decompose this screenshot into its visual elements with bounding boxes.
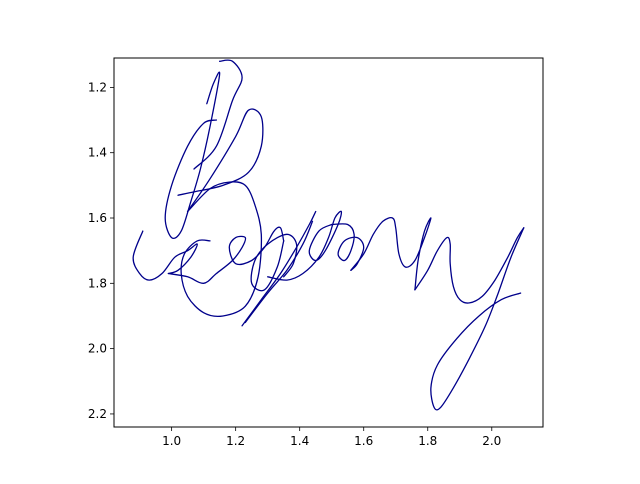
- y-tick-label: 1.8: [88, 276, 107, 290]
- stroke-line-3: [180, 181, 263, 318]
- y-tick-label: 1.4: [88, 146, 107, 160]
- x-axis-ticks: 1.0 1.2 1.4 1.6 1.8 2.0: [162, 427, 501, 448]
- y-tick-label: 2.2: [88, 407, 107, 421]
- x-tick-label: 1.0: [162, 434, 181, 448]
- y-tick-label: 1.2: [88, 80, 107, 94]
- stroke-line-4: [132, 230, 198, 281]
- x-tick-label: 1.4: [290, 434, 309, 448]
- stroke-line-6: [250, 233, 298, 292]
- stroke-line-7: [241, 210, 317, 327]
- stroke-line-13: [430, 227, 525, 411]
- series-layer: [132, 59, 525, 411]
- stroke-line-2: [177, 108, 264, 213]
- y-tick-label: 2.0: [88, 342, 107, 356]
- stroke-line-0: [164, 71, 221, 240]
- x-tick-label: 1.2: [226, 434, 245, 448]
- stroke-line-1: [193, 59, 243, 170]
- stroke-line-5: [167, 226, 285, 284]
- x-tick-label: 1.8: [418, 434, 437, 448]
- y-tick-label: 1.6: [88, 211, 107, 225]
- y-axis-ticks: 1.2 1.4 1.6 1.8 2.0 2.2: [88, 80, 114, 421]
- x-tick-label: 1.6: [354, 434, 373, 448]
- axes-frame: [113, 57, 544, 428]
- stroke-line-11: [350, 217, 432, 291]
- x-tick-label: 2.0: [482, 434, 501, 448]
- stroke-line-9: [267, 210, 343, 281]
- stroke-line-10: [331, 223, 365, 271]
- stroke-line-12: [414, 227, 525, 304]
- stroke-line-8: [244, 220, 314, 324]
